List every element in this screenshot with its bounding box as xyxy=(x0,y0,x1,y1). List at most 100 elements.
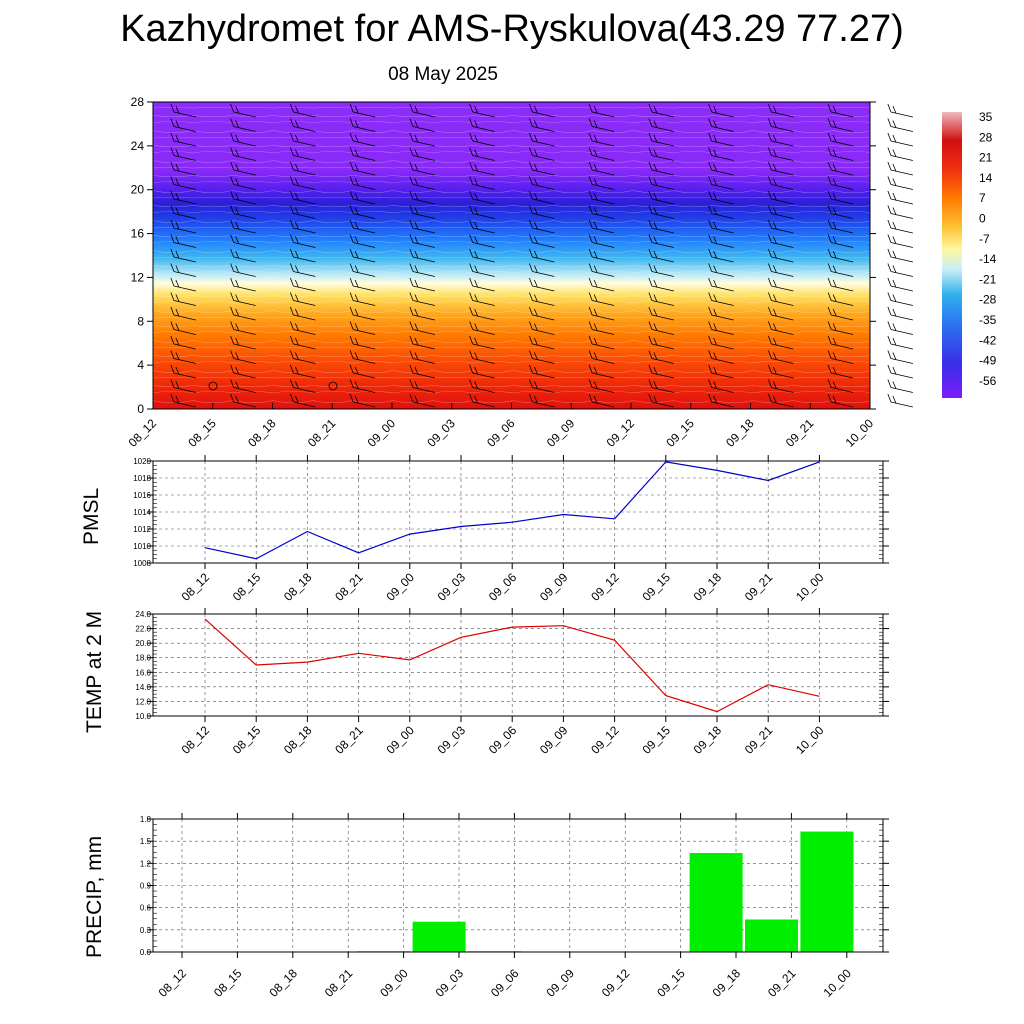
wind-barb-flag xyxy=(295,192,299,201)
wind-barb-flag xyxy=(713,323,718,331)
heatmap-fill xyxy=(153,102,870,409)
wind-barb xyxy=(233,242,256,248)
wind-barb-flag xyxy=(529,393,533,403)
wind-barb-flag xyxy=(349,176,354,185)
x-tick-label: 09_15 xyxy=(654,966,688,1000)
wind-barb xyxy=(293,358,316,364)
wind-barb xyxy=(173,372,196,379)
wind-barb xyxy=(890,372,913,379)
wind-barb-flag xyxy=(708,219,713,229)
wind-barb-flag xyxy=(773,308,777,317)
wind-barb xyxy=(771,111,794,118)
wind-barb xyxy=(771,140,794,147)
wind-barb xyxy=(293,401,316,408)
wind-barb xyxy=(890,242,913,248)
wind-barb-flag xyxy=(534,250,538,259)
wind-barb-flag xyxy=(414,381,419,389)
wind-barb-flag xyxy=(170,248,175,258)
wind-barb-flag xyxy=(409,335,414,345)
heatmap-contour-line xyxy=(152,166,874,169)
wind-barb-flag xyxy=(409,364,414,374)
wind-barb-flag xyxy=(593,163,598,172)
wind-barb-flag xyxy=(713,105,718,114)
wind-barb-flag xyxy=(653,163,658,172)
wind-barb-flag xyxy=(414,149,419,157)
wind-barb xyxy=(293,198,316,205)
heatmap-x-tick-label: 09_15 xyxy=(663,416,697,450)
wind-barb xyxy=(412,140,435,147)
wind-barb-flag xyxy=(474,192,479,201)
wind-barb xyxy=(233,256,256,263)
wind-barb-flag xyxy=(290,103,294,113)
x-tick-label: 09_15 xyxy=(639,723,673,757)
wind-barb-flag xyxy=(295,366,299,375)
wind-barb-flag xyxy=(295,163,299,172)
wind-barb-flag xyxy=(773,337,777,346)
wind-barb-flag xyxy=(648,190,653,200)
wind-barb-flag xyxy=(713,134,718,143)
wind-barb xyxy=(890,111,913,118)
wind-barb xyxy=(293,184,316,190)
wind-barb xyxy=(173,271,196,277)
wind-barb-flag xyxy=(349,205,354,214)
wind-barb-flag xyxy=(648,161,653,171)
wind-barb-flag xyxy=(653,207,658,215)
wind-barb-flag xyxy=(354,279,359,288)
wind-barb-flag xyxy=(832,395,837,404)
wind-barb-flag xyxy=(474,366,479,375)
wind-barb-flag xyxy=(414,279,419,288)
colorbar-tick-label: -7 xyxy=(979,232,990,246)
wind-barb xyxy=(771,184,794,190)
wind-barb-flag xyxy=(773,294,777,302)
wind-barb-flag xyxy=(534,120,538,128)
wind-barb-flag xyxy=(887,176,892,185)
x-tick-label: 08_12 xyxy=(156,966,190,1000)
wind-barb-flag xyxy=(648,321,653,330)
wind-barb-flag xyxy=(349,393,354,403)
wind-barb-flag xyxy=(170,161,175,171)
wind-barb-flag xyxy=(708,147,713,156)
wind-barb xyxy=(831,227,854,234)
wind-barb-flag xyxy=(588,379,593,388)
wind-barb-flag xyxy=(469,219,474,229)
wind-barb-flag xyxy=(354,134,359,143)
wind-barb xyxy=(651,140,674,147)
wind-barb-flag xyxy=(588,103,593,113)
colorbar-tick-label: -49 xyxy=(979,354,997,368)
heatmap-contour-line xyxy=(152,330,874,334)
wind-barb-flag xyxy=(534,337,538,346)
wind-barb-flag xyxy=(832,207,837,215)
wind-barb xyxy=(293,227,316,234)
wind-barb-flag xyxy=(175,395,180,404)
wind-barb-flag xyxy=(290,292,294,301)
wind-barb xyxy=(472,300,495,306)
wind-barb xyxy=(472,271,495,277)
y-tick-label: 1012 xyxy=(133,525,151,534)
wind-barb-flag xyxy=(773,352,777,360)
y-tick-label: 1010 xyxy=(133,542,151,551)
wind-barb-flag xyxy=(648,364,653,374)
wind-barb-flag xyxy=(768,132,772,142)
wind-barb xyxy=(831,387,854,393)
wind-barb-flag xyxy=(708,306,713,316)
wind-barb xyxy=(233,198,256,205)
heatmap-y-tick-label: 20 xyxy=(131,183,145,197)
wind-barb-flag xyxy=(892,149,897,157)
wind-barb-flag xyxy=(648,335,653,345)
wind-barb xyxy=(890,401,913,408)
wind-barb xyxy=(592,271,615,277)
wind-barb-flag xyxy=(349,263,354,272)
chart-date: 08 May 2025 xyxy=(388,64,498,85)
wind-barb xyxy=(293,285,316,292)
wind-barbs xyxy=(170,103,913,408)
wind-barb xyxy=(592,155,615,161)
heatmap-contour-line xyxy=(152,180,874,184)
wind-barb xyxy=(233,401,256,408)
wind-barb-flag xyxy=(354,120,359,128)
wind-barb-flag xyxy=(892,294,897,302)
wind-barb xyxy=(472,358,495,364)
wind-barb-flag xyxy=(529,190,533,200)
heatmap-contour-line xyxy=(152,295,874,298)
wind-barb-flag xyxy=(175,250,180,259)
wind-barb-flag xyxy=(773,149,777,157)
